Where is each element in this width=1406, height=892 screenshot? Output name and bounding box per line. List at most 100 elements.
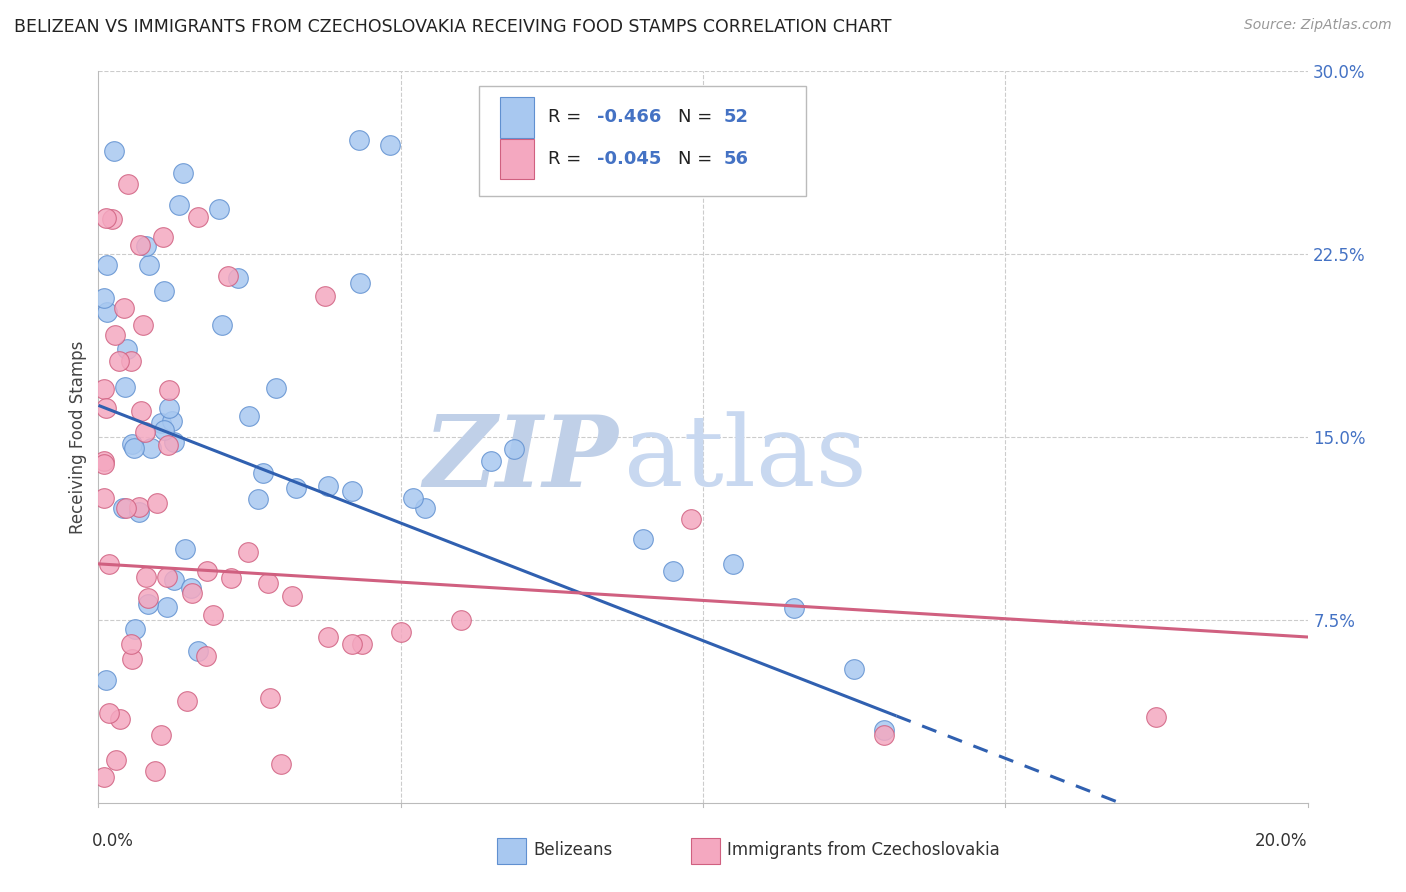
- Point: [108, 712, 131, 726]
- Text: 52: 52: [724, 109, 748, 127]
- Point: [723, 557, 745, 571]
- Bar: [498, 838, 526, 863]
- Point: [187, 210, 209, 224]
- Point: [96, 258, 118, 272]
- Point: [873, 727, 896, 741]
- FancyBboxPatch shape: [479, 86, 806, 195]
- Point: [316, 479, 339, 493]
- Text: -0.045: -0.045: [596, 150, 661, 168]
- Point: [153, 423, 176, 437]
- Point: [145, 496, 167, 510]
- Point: [107, 354, 129, 368]
- Point: [157, 384, 180, 398]
- Point: [281, 589, 304, 603]
- Point: [121, 437, 143, 451]
- Point: [349, 276, 371, 290]
- Point: [122, 441, 145, 455]
- Point: [117, 178, 139, 192]
- Text: 0.0%: 0.0%: [93, 832, 134, 850]
- Point: [502, 442, 524, 457]
- Point: [128, 505, 150, 519]
- Point: [264, 381, 287, 395]
- Point: [93, 454, 115, 468]
- Point: [342, 637, 364, 651]
- Point: [93, 457, 115, 471]
- Point: [270, 756, 292, 771]
- Point: [195, 648, 218, 663]
- Point: [160, 414, 183, 428]
- Point: [97, 706, 120, 721]
- Point: [93, 771, 115, 785]
- Point: [150, 417, 173, 431]
- Point: [96, 305, 118, 319]
- Point: [114, 301, 136, 316]
- Point: [389, 625, 412, 640]
- Text: 56: 56: [724, 150, 748, 168]
- Point: [120, 354, 142, 368]
- Point: [174, 542, 197, 557]
- Point: [211, 318, 233, 333]
- Text: N =: N =: [678, 150, 717, 168]
- Point: [679, 512, 702, 526]
- Point: [132, 318, 155, 333]
- Point: [150, 728, 173, 742]
- Point: [217, 269, 239, 284]
- Point: [134, 425, 156, 439]
- Point: [101, 211, 124, 226]
- Bar: [501, 139, 534, 179]
- Point: [103, 144, 125, 158]
- Point: [314, 289, 336, 303]
- Point: [135, 570, 157, 584]
- Text: ZIP: ZIP: [423, 411, 619, 508]
- Text: BELIZEAN VS IMMIGRANTS FROM CZECHOSLOVAKIA RECEIVING FOOD STAMPS CORRELATION CHA: BELIZEAN VS IMMIGRANTS FROM CZECHOSLOVAK…: [14, 18, 891, 36]
- Point: [93, 491, 115, 506]
- Bar: [501, 97, 534, 137]
- Text: R =: R =: [548, 109, 588, 127]
- Point: [153, 284, 176, 298]
- Point: [156, 600, 179, 615]
- Point: [481, 454, 503, 468]
- Text: Belizeans: Belizeans: [534, 841, 613, 859]
- Point: [1144, 710, 1167, 724]
- Point: [115, 500, 138, 515]
- Point: [450, 613, 472, 627]
- Point: [180, 581, 202, 595]
- Text: N =: N =: [678, 109, 717, 127]
- Point: [187, 644, 209, 658]
- Point: [226, 270, 249, 285]
- Point: [128, 237, 150, 252]
- Y-axis label: Receiving Food Stamps: Receiving Food Stamps: [69, 341, 87, 533]
- Point: [349, 133, 371, 147]
- Point: [221, 572, 243, 586]
- Point: [783, 600, 806, 615]
- Point: [256, 576, 278, 591]
- Point: [136, 597, 159, 611]
- Point: [631, 533, 654, 547]
- Point: [163, 434, 186, 449]
- Point: [143, 764, 166, 778]
- Point: [93, 291, 115, 305]
- Point: [252, 467, 274, 481]
- Point: [98, 558, 121, 572]
- Point: [350, 637, 373, 651]
- Point: [157, 438, 180, 452]
- Point: [121, 652, 143, 666]
- Point: [316, 630, 339, 644]
- Point: [246, 491, 269, 506]
- Point: [873, 723, 896, 737]
- Point: [202, 607, 225, 622]
- Point: [844, 662, 866, 676]
- Point: [285, 481, 308, 495]
- Point: [195, 564, 218, 578]
- Point: [93, 382, 115, 396]
- Point: [661, 564, 683, 578]
- Point: [342, 483, 364, 498]
- Point: [138, 258, 160, 272]
- Bar: [690, 838, 720, 863]
- Point: [94, 673, 117, 687]
- Point: [135, 239, 157, 253]
- Text: -0.466: -0.466: [596, 109, 661, 127]
- Point: [105, 753, 128, 767]
- Point: [156, 570, 179, 584]
- Point: [128, 500, 150, 514]
